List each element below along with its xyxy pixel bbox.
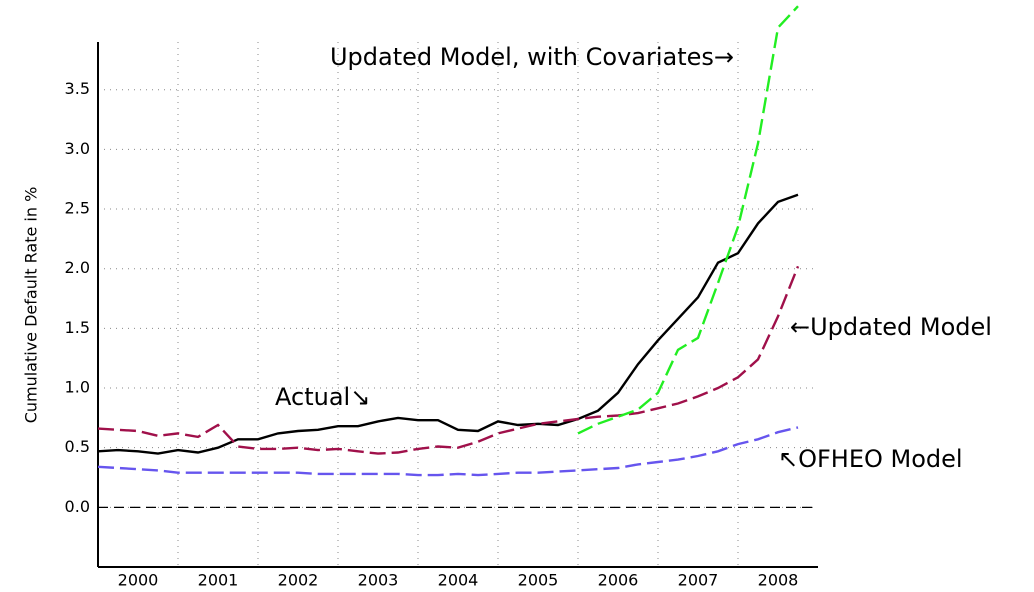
x-tick-label: 2005 <box>518 571 559 590</box>
y-tick-label: 1.0 <box>65 378 90 397</box>
series-line <box>98 265 800 455</box>
x-tick-label: 2003 <box>358 571 399 590</box>
annotation: Updated Model, with Covariates→ <box>330 43 734 71</box>
series-line <box>577 5 799 435</box>
annotation: ←Updated Model <box>790 313 992 341</box>
plot-area <box>98 5 800 477</box>
y-tick-label: 2.0 <box>65 258 90 277</box>
y-tick-label: 2.5 <box>65 199 90 218</box>
x-tick-label: 2007 <box>678 571 719 590</box>
x-tick-label: 2000 <box>118 571 159 590</box>
y-tick-label: 3.0 <box>65 139 90 158</box>
y-tick-label: 3.5 <box>65 79 90 98</box>
annotation: Actual↘ <box>275 383 370 411</box>
x-tick-label: 2008 <box>758 571 799 590</box>
y-tick-label: 0.0 <box>65 497 90 516</box>
series-line <box>98 193 799 455</box>
y-tick-label: 1.5 <box>65 318 90 337</box>
series-line <box>98 426 799 477</box>
x-tick-label: 2004 <box>438 571 479 590</box>
annotation: ↖OFHEO Model <box>778 445 963 473</box>
y-tick-label: 0.5 <box>65 437 90 456</box>
x-tick-label: 2002 <box>278 571 319 590</box>
x-tick-label: 2001 <box>198 571 239 590</box>
y-axis-label: Cumulative Default Rate in % <box>22 187 41 424</box>
x-tick-label: 2006 <box>598 571 639 590</box>
